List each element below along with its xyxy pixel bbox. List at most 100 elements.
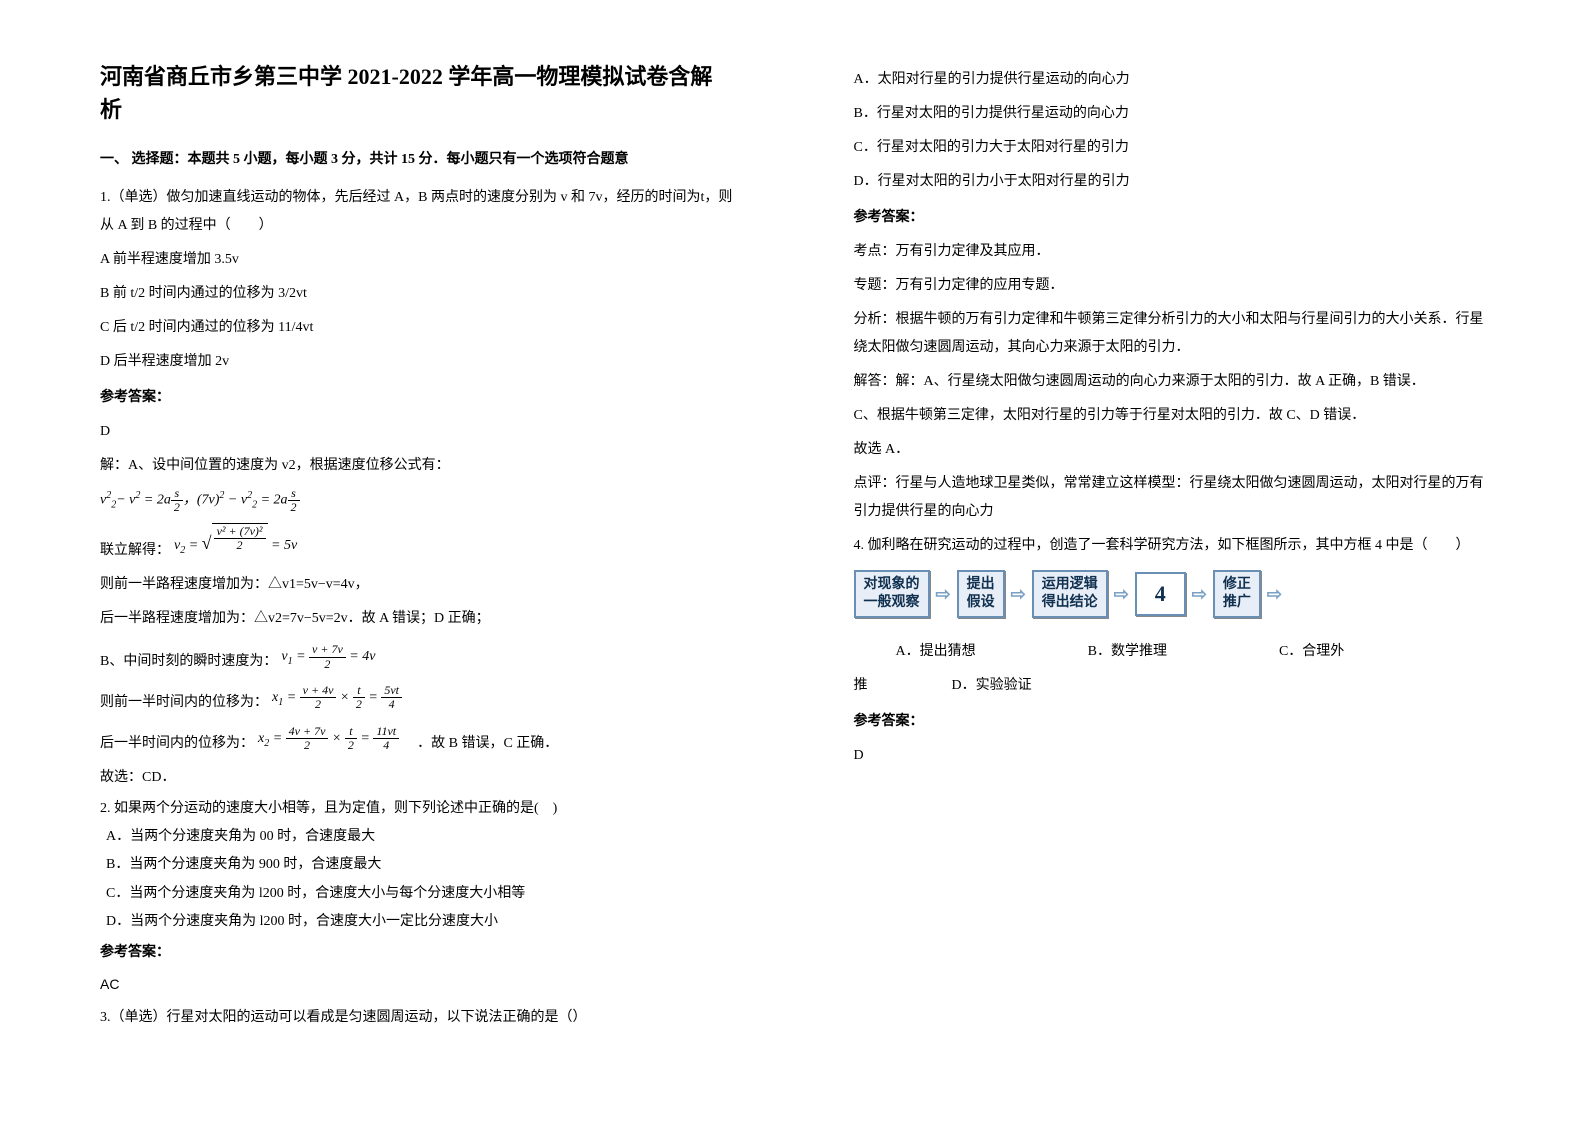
f3-n2: t bbox=[353, 684, 365, 698]
f4-n2: t bbox=[345, 725, 357, 739]
f1b-sqrt: v² + (7v)²2 bbox=[202, 523, 268, 552]
f1a-minus: − v bbox=[116, 493, 135, 508]
f4-d1: 2 bbox=[286, 739, 329, 752]
doc-title: 河南省商丘市乡第三中学 2021-2022 学年高一物理模拟试卷含解析 bbox=[100, 60, 734, 126]
flow-box-1: 对现象的一般观察 bbox=[854, 570, 930, 618]
page-root: 河南省商丘市乡第三中学 2021-2022 学年高一物理模拟试卷含解析 一、 选… bbox=[0, 0, 1587, 1122]
q4-answer: D bbox=[854, 742, 1488, 770]
q3-opt-b: B．行星对太阳的引力提供行星运动的向心力 bbox=[854, 100, 1488, 128]
f3-frac3: 5vt4 bbox=[381, 684, 402, 711]
q1-opt-a: A 前半程速度增加 3.5v bbox=[100, 246, 734, 274]
q1-formula-1a: v22− v2 = 2as2，(7v)2 − v22 = 2as2 bbox=[100, 486, 734, 515]
flow-arrow-4: ⇨ bbox=[1192, 576, 1207, 612]
flow-box-5: 修正推广 bbox=[1213, 570, 1261, 618]
f3-n3: 5vt bbox=[381, 684, 402, 698]
f2-tail: = 4v bbox=[346, 649, 376, 664]
q1-f4-row: 后一半时间内的位移为： x2 = 4v + 7v2 × t2 = 11vt4 ．… bbox=[100, 721, 734, 758]
q1-formula-4: x2 = 4v + 7v2 × t2 = 11vt4 bbox=[258, 725, 399, 754]
f1a-frac1-d: 2 bbox=[171, 501, 183, 514]
q1-f3-row: 则前一半时间内的位移为： x1 = v + 4v2 × t2 = 5vt4 bbox=[100, 680, 734, 717]
f2-n: v + 7v bbox=[309, 643, 346, 657]
q1-opt-d: D 后半程速度增加 2v bbox=[100, 348, 734, 376]
q4-opts-line2: 推 D．实验验证 bbox=[854, 672, 1488, 700]
q3-stem: 3.（单选）行星对太阳的运动可以看成是匀速圆周运动，以下说法正确的是（） bbox=[100, 1004, 734, 1032]
f1a-frac2: s2 bbox=[288, 487, 300, 514]
q1-formula-2: v1 = v + 7v2 = 4v bbox=[281, 643, 375, 672]
q3-answer-head: 参考答案： bbox=[854, 204, 1488, 232]
q2-opt-c: C．当两个分速度夹角为 l200 时，合速度大小与每个分速度大小相等 bbox=[100, 883, 734, 905]
f4-eq2: = bbox=[357, 731, 373, 746]
f4-frac2: t2 bbox=[345, 725, 357, 752]
f4-n1: 4v + 7v bbox=[286, 725, 329, 739]
f1a-comma: ， bbox=[183, 493, 197, 508]
f1b-sqrt-n: v² + (7v)² bbox=[214, 525, 266, 539]
q3-opt-c: C．行星对太阳的引力大于太阳对行星的引力 bbox=[854, 134, 1488, 162]
f1a-eq2: = 2a bbox=[257, 493, 287, 508]
f1a-frac2-n: s bbox=[288, 487, 300, 501]
f4-n3: 11vt bbox=[373, 725, 399, 739]
section-1-head: 一、 选择题：本题共 5 小题，每小题 3 分，共计 15 分．每小题只有一个选… bbox=[100, 146, 734, 174]
left-column: 河南省商丘市乡第三中学 2021-2022 学年高一物理模拟试卷含解析 一、 选… bbox=[0, 0, 794, 1122]
q3-sol-jd2: C、根据牛顿第三定律，太阳对行星的引力等于行星对太阳的引力．故 C、D 错误． bbox=[854, 402, 1488, 430]
q1-answer: D bbox=[100, 418, 734, 446]
f3-times: × bbox=[336, 690, 352, 705]
f1b-sqrt-d: 2 bbox=[214, 539, 266, 552]
q1-stem: 1.（单选）做匀加速直线运动的物体，先后经过 A，B 两点时的速度分别为 v 和… bbox=[100, 184, 734, 240]
q3-sol-fx: 分析：根据牛顿的万有引力定律和牛顿第三定律分析引力的大小和太阳与行星间引力的大小… bbox=[854, 306, 1488, 362]
q4-answer-head: 参考答案： bbox=[854, 708, 1488, 736]
q3-sol-choice: 故选 A． bbox=[854, 436, 1488, 464]
flow-box-4: 4 bbox=[1135, 572, 1186, 617]
q2-answer-head: 参考答案： bbox=[100, 942, 734, 964]
q3-sol-jd1: 解答：解：A、行星绕太阳做匀速圆周运动的向心力来源于太阳的引力．故 A 正确，B… bbox=[854, 368, 1488, 396]
q3-sol-zt: 专题：万有引力定律的应用专题． bbox=[854, 272, 1488, 300]
q1-sol-final: 故选：CD． bbox=[100, 764, 734, 792]
q1-sol2: 则前一半路程速度增加为：△v1=5v−v=4v， bbox=[100, 571, 734, 599]
f1a-frac2-d: 2 bbox=[288, 501, 300, 514]
q3-opt-a: A．太阳对行星的引力提供行星运动的向心力 bbox=[854, 66, 1488, 94]
f1a-frac1: s2 bbox=[171, 487, 183, 514]
q2-answer: AC bbox=[100, 970, 734, 998]
f1b-eq: = bbox=[185, 538, 201, 553]
q2-opt-a: A．当两个分速度夹角为 00 时，合速度最大 bbox=[100, 826, 734, 848]
f2-eq: = bbox=[293, 649, 309, 664]
flow-box-2: 提出假设 bbox=[957, 570, 1005, 618]
q3-sol-dp: 点评：行星与人造地球卫星类似，常常建立这样模型：行星绕太阳做匀速圆周运动，太阳对… bbox=[854, 470, 1488, 526]
f4-d2: 2 bbox=[345, 739, 357, 752]
f4-d3: 4 bbox=[373, 739, 399, 752]
f3-n1: v + 4v bbox=[300, 684, 337, 698]
f1a-frac1-n: s bbox=[171, 487, 183, 501]
q1-f2-prefix: B、中间时刻的瞬时速度为： bbox=[100, 648, 277, 676]
q1-sol1: 解：A、设中间位置的速度为 v2，根据速度位移公式有： bbox=[100, 452, 734, 480]
f4-frac1: 4v + 7v2 bbox=[286, 725, 329, 752]
flow-arrow-1: ⇨ bbox=[936, 576, 951, 612]
q4-stem: 4. 伽利略在研究运动的过程中，创造了一套科学研究方法，如下框图所示，其中方框 … bbox=[854, 532, 1488, 560]
f1b-tail: = 5v bbox=[268, 538, 298, 553]
q3-opt-d: D．行星对太阳的引力小于太阳对行星的引力 bbox=[854, 168, 1488, 196]
q4-opts-line1: A．提出猜想 B．数学推理 C．合理外 bbox=[854, 638, 1488, 666]
f4-times: × bbox=[328, 731, 344, 746]
f4-frac3: 11vt4 bbox=[373, 725, 399, 752]
flow-arrow-3: ⇨ bbox=[1114, 576, 1129, 612]
f3-frac1: v + 4v2 bbox=[300, 684, 337, 711]
q1-f1b-prefix: 联立解得： bbox=[100, 537, 170, 565]
f4-eq: = bbox=[269, 731, 285, 746]
q1-sol3: 后一半路程速度增加为：△v2=7v−5v=2v．故 A 错误；D 正确； bbox=[100, 605, 734, 633]
flow-arrow-5: ⇨ bbox=[1267, 576, 1282, 612]
q4-flowchart: 对现象的一般观察 ⇨ 提出假设 ⇨ 运用逻辑得出结论 ⇨ 4 ⇨ 修正推广 ⇨ bbox=[854, 570, 1488, 618]
f3-eq: = bbox=[283, 690, 299, 705]
f1a-eq: = 2a bbox=[140, 493, 170, 508]
f2-d: 2 bbox=[309, 658, 346, 671]
q3-sol-kd: 考点：万有引力定律及其应用． bbox=[854, 238, 1488, 266]
q1-formula-3: x1 = v + 4v2 × t2 = 5vt4 bbox=[272, 684, 402, 713]
f3-d3: 4 bbox=[381, 698, 402, 711]
flow-box-3: 运用逻辑得出结论 bbox=[1032, 570, 1108, 618]
f1a-7v: (7v) bbox=[197, 493, 220, 508]
q1-formula-1b-row: 联立解得： v2 = v² + (7v)²2 = 5v bbox=[100, 519, 734, 565]
q1-formula-1b: v2 = v² + (7v)²2 = 5v bbox=[174, 523, 297, 561]
q1-answer-head: 参考答案： bbox=[100, 384, 734, 412]
flow-arrow-2: ⇨ bbox=[1011, 576, 1026, 612]
f1a-m2: − v bbox=[224, 493, 247, 508]
q1-f3-prefix: 则前一半时间内的位移为： bbox=[100, 689, 268, 717]
f3-frac2: t2 bbox=[353, 684, 365, 711]
f3-eq2: = bbox=[365, 690, 381, 705]
